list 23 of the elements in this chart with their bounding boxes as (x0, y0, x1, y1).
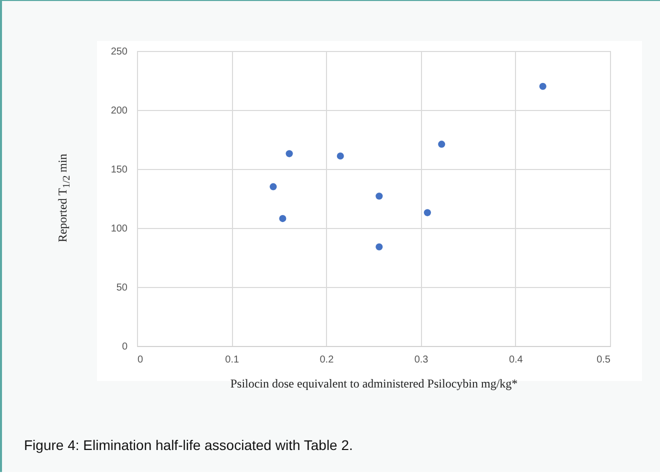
point (438, 140, 446, 148)
point (279, 215, 286, 222)
y-tick-label: 150 (110, 164, 128, 176)
x-tick-label: 0.5 (596, 354, 611, 366)
point (270, 183, 277, 190)
point (336, 152, 344, 160)
y-tick-label: 0 (122, 342, 128, 352)
point (376, 243, 383, 250)
point (539, 82, 546, 90)
y-tick-label: 50 (116, 282, 128, 294)
point (424, 209, 431, 216)
x-tick-label: 0.1 (225, 354, 240, 366)
y-tick-label: 250 (110, 46, 128, 58)
caption: Figure 4: Elimination half-life associated with Table 2. (24, 437, 353, 453)
y-tick-label: 200 (110, 106, 128, 116)
x-tick-label: 0.3 (414, 354, 429, 366)
x-tick-label: 0.4 (508, 354, 524, 366)
x-tick-label: 0.2 (320, 354, 334, 366)
x-axis-title: Psilocin dose equivalent to administered Psilocybin mg/kg* (230, 376, 518, 390)
y-tick-label: 100 (110, 224, 128, 234)
point (376, 192, 383, 200)
point (286, 150, 293, 158)
x-tick-label: 0 (138, 354, 144, 366)
